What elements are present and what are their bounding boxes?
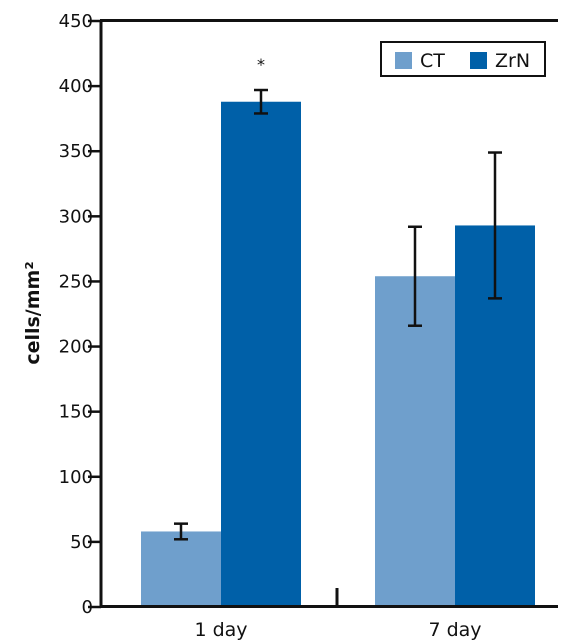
axes-layer bbox=[99, 19, 558, 608]
y-tick-label: 50 bbox=[70, 532, 93, 553]
bars-layer bbox=[141, 101, 535, 607]
bar-ct-7-day bbox=[375, 276, 455, 607]
bar-ct-1-day bbox=[141, 531, 221, 607]
y-axis-label: cells/mm² bbox=[22, 261, 44, 364]
legend-swatch-zrn bbox=[470, 52, 487, 69]
significance-marker: * bbox=[257, 55, 265, 74]
y-tick-label: 100 bbox=[59, 467, 93, 488]
legend-swatch-ct bbox=[395, 52, 412, 69]
y-ticks-layer: 0 50 100 150 200 250 300 350 400 450 bbox=[59, 11, 101, 618]
error-bar bbox=[408, 225, 422, 327]
y-tick-label: 300 bbox=[59, 206, 93, 227]
x-category-label: 7 day bbox=[428, 619, 481, 640]
y-tick-label: 350 bbox=[59, 141, 93, 162]
y-tick-label: 200 bbox=[59, 337, 93, 358]
y-tick-label: 450 bbox=[59, 11, 93, 32]
legend-label-zrn: ZrN bbox=[495, 50, 530, 72]
legend-label-ct: CT bbox=[420, 50, 445, 72]
bar-zrn-1-day bbox=[221, 101, 301, 607]
error-bars-layer bbox=[174, 88, 502, 541]
error-bar bbox=[254, 88, 268, 115]
legend: CT ZrN bbox=[380, 41, 546, 77]
y-tick-label: 150 bbox=[59, 402, 93, 423]
x-category-label: 1 day bbox=[194, 619, 247, 640]
x-labels-layer: 1 day 7 day bbox=[194, 619, 481, 640]
y-tick-label: 400 bbox=[59, 76, 93, 97]
y-tick-label: 0 bbox=[82, 597, 93, 618]
error-bar bbox=[174, 522, 188, 541]
error-bar bbox=[488, 151, 502, 300]
y-tick-label: 250 bbox=[59, 271, 93, 292]
